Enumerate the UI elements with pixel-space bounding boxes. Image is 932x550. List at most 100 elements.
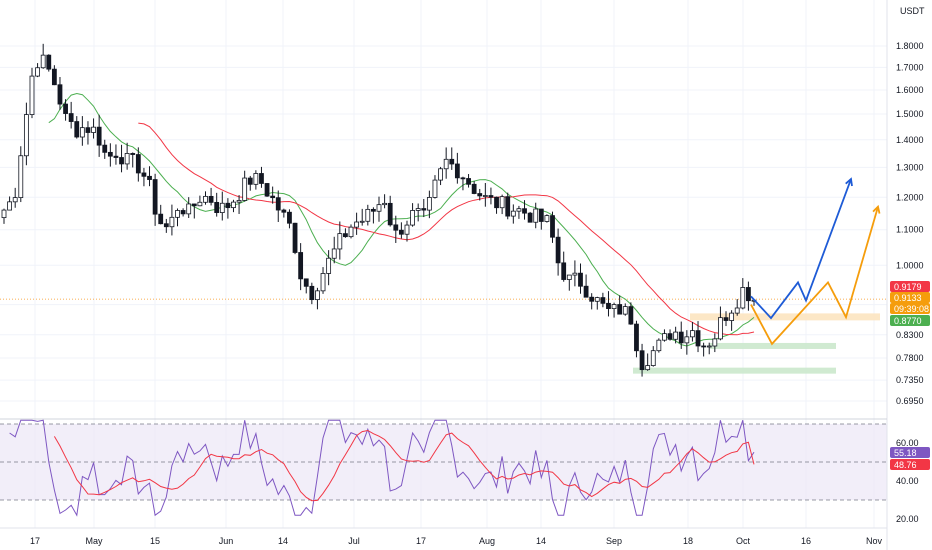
candle-body bbox=[63, 103, 68, 114]
candle-body bbox=[18, 155, 24, 199]
candle-body bbox=[141, 172, 147, 177]
candle-body bbox=[645, 365, 651, 371]
candle-body bbox=[387, 202, 393, 226]
forecast-blue-path-arrow bbox=[845, 177, 853, 187]
price-badge-label: 55.18 bbox=[894, 448, 917, 458]
candle-body bbox=[152, 179, 158, 215]
zones bbox=[0, 298, 887, 374]
candle-body bbox=[68, 113, 74, 122]
candle-body bbox=[454, 163, 460, 179]
time-tick: Jun bbox=[219, 536, 234, 546]
price-tick: 1.0000 bbox=[896, 260, 924, 270]
candle-body bbox=[678, 331, 684, 344]
candle-body bbox=[343, 233, 348, 238]
price-tick: 1.2000 bbox=[896, 192, 924, 202]
candle-body bbox=[96, 126, 102, 146]
candle-body bbox=[12, 197, 18, 203]
candle-body bbox=[690, 330, 695, 338]
candle-body bbox=[107, 151, 113, 157]
candle-body bbox=[35, 67, 40, 77]
time-axis[interactable]: 17 May 15 Jun 14 Jul 17 Aug 14 Sep 18 Oct 16 Nov bbox=[30, 536, 883, 546]
candle-body bbox=[734, 307, 740, 314]
candle-body bbox=[662, 333, 667, 341]
candle-body bbox=[158, 213, 164, 225]
candle-body bbox=[113, 155, 119, 158]
candle-body bbox=[281, 209, 287, 213]
rsi-tick: 40.00 bbox=[896, 476, 919, 486]
candle-body bbox=[208, 195, 214, 203]
supply-zone bbox=[690, 313, 880, 321]
candle-body bbox=[79, 127, 85, 138]
price-axis[interactable]: 1.8000 1.7000 1.6000 1.5000 1.4000 1.3000 1.20… bbox=[896, 41, 924, 406]
candle-body bbox=[589, 296, 595, 302]
candle-body bbox=[740, 287, 746, 309]
candle-body bbox=[163, 223, 169, 228]
time-tick: Jul bbox=[348, 536, 360, 546]
price-tick: 1.7000 bbox=[896, 62, 924, 72]
candle-body bbox=[622, 306, 628, 315]
candle-body bbox=[628, 306, 634, 325]
candle-body bbox=[214, 201, 220, 214]
candle-body bbox=[175, 210, 180, 218]
rsi-tick: 60.00 bbox=[896, 438, 919, 448]
candle-body bbox=[706, 345, 712, 348]
candle-body bbox=[432, 179, 438, 198]
candle-body bbox=[348, 226, 354, 238]
candle-body bbox=[147, 175, 152, 180]
candle-body bbox=[499, 196, 505, 209]
candle-body bbox=[253, 173, 259, 185]
candle-body bbox=[40, 54, 46, 69]
candle-body bbox=[376, 204, 382, 212]
rsi-ma-line bbox=[53, 429, 755, 502]
price-tick: 1.1000 bbox=[896, 225, 924, 235]
time-tick: 18 bbox=[683, 536, 693, 546]
price-badge-label: 48.76 bbox=[894, 460, 917, 470]
candle-body bbox=[74, 121, 80, 138]
candle-body bbox=[259, 173, 264, 184]
candle-body bbox=[219, 202, 225, 214]
rsi-axis[interactable]: 60.00 40.00 20.00 bbox=[896, 438, 919, 524]
candle-body bbox=[180, 210, 186, 215]
candle-body bbox=[684, 336, 690, 344]
candle-body bbox=[124, 153, 130, 165]
candle-body bbox=[242, 177, 248, 201]
candle-body bbox=[510, 210, 516, 217]
time-tick: 14 bbox=[536, 536, 546, 546]
price-badge bbox=[890, 315, 930, 326]
candle-body bbox=[516, 208, 522, 212]
candle-body bbox=[7, 201, 12, 211]
candle-body bbox=[337, 233, 343, 250]
candle-body bbox=[695, 330, 701, 347]
candle-body bbox=[236, 200, 242, 203]
price-tick: 0.7350 bbox=[896, 375, 924, 385]
candle-body bbox=[186, 203, 192, 215]
candle-body bbox=[130, 153, 136, 155]
candle-body bbox=[533, 208, 539, 223]
candle-body bbox=[449, 158, 455, 165]
candle-body bbox=[606, 302, 611, 309]
price-tick: 0.8300 bbox=[896, 330, 924, 340]
rsi-panel bbox=[0, 419, 887, 517]
time-tick: 17 bbox=[416, 536, 426, 546]
rsi-line bbox=[9, 419, 755, 517]
price-tick: 1.5000 bbox=[896, 109, 924, 119]
price-tick: 1.8000 bbox=[896, 41, 924, 51]
rsi-tick: 20.00 bbox=[896, 514, 919, 524]
candle-body bbox=[611, 304, 617, 309]
candle-body bbox=[639, 350, 645, 371]
candle-body bbox=[701, 345, 707, 348]
candle-body bbox=[555, 236, 561, 264]
time-tick: Nov bbox=[866, 536, 883, 546]
price-badge bbox=[890, 303, 930, 314]
candle-body bbox=[673, 331, 679, 340]
candle-body bbox=[270, 195, 276, 199]
candle-body bbox=[426, 197, 432, 211]
candle-body bbox=[421, 208, 427, 211]
price-tick: 1.3000 bbox=[896, 162, 924, 172]
price-badge-label: 0.9179 bbox=[894, 282, 922, 292]
moving-averages bbox=[48, 92, 755, 347]
candle-body bbox=[466, 178, 471, 185]
candle-body bbox=[275, 197, 281, 211]
candle-body bbox=[292, 222, 298, 253]
